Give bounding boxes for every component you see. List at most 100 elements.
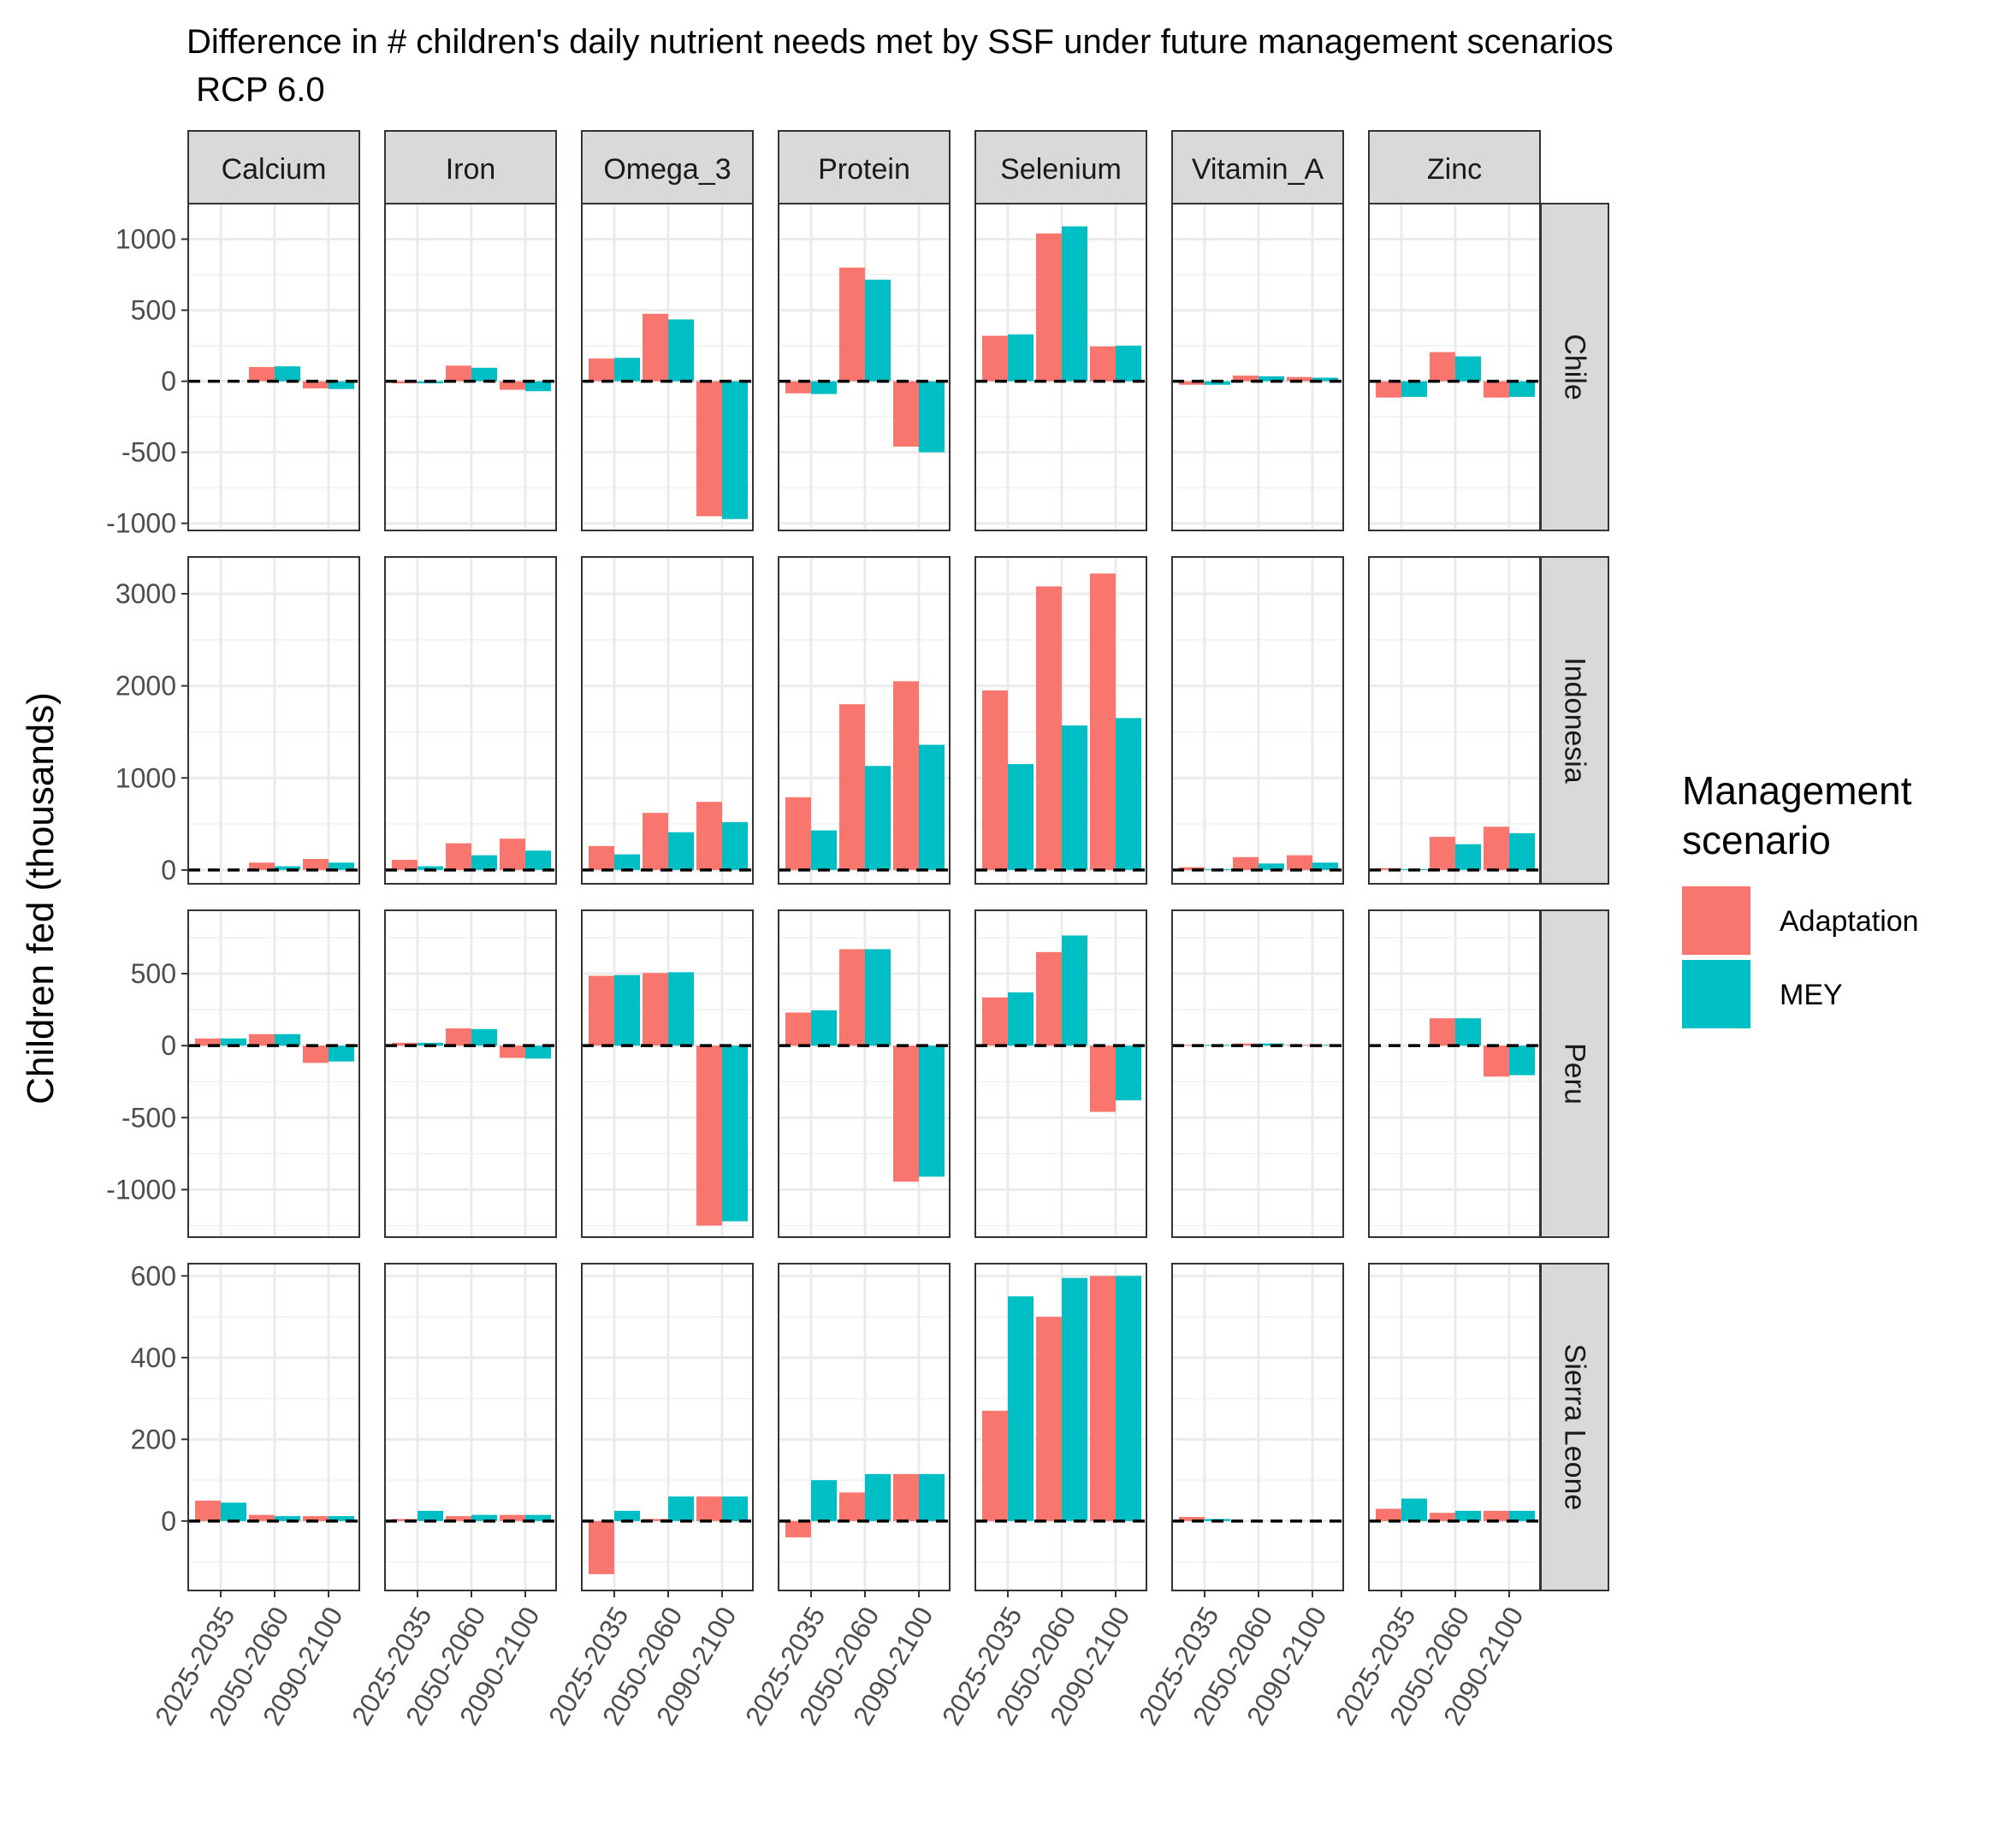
legend: Management scenario Adaptation MEY	[1682, 768, 1919, 1028]
y-tick-label: 500	[131, 958, 176, 989]
panel-chile-iron	[384, 203, 557, 531]
bar-mey	[1008, 764, 1034, 870]
bar-mey	[1062, 725, 1087, 870]
bar-adaptation	[1090, 1045, 1116, 1112]
bar-adaptation	[1233, 1043, 1259, 1046]
bar-mey	[275, 866, 300, 870]
panel-sierra-leone-vitamin-a	[1171, 1263, 1344, 1591]
bar-adaptation	[1287, 855, 1312, 870]
bar-mey	[329, 1516, 354, 1521]
bar-mey	[418, 1510, 443, 1521]
panel-border	[778, 203, 951, 531]
bar-mey	[668, 972, 694, 1046]
panel-indonesia-iron	[384, 556, 557, 885]
bar-mey	[668, 1496, 694, 1521]
panel-border	[1368, 203, 1541, 531]
panel-peru-iron	[384, 909, 557, 1238]
panel-peru-selenium	[974, 909, 1147, 1238]
bar-adaptation	[249, 862, 275, 870]
bar-adaptation	[893, 1045, 919, 1182]
panel-peru-omega-3	[581, 909, 754, 1238]
bar-adaptation	[500, 1045, 525, 1058]
bar-adaptation	[982, 1410, 1008, 1521]
bar-adaptation	[1036, 586, 1062, 870]
bar-adaptation	[1376, 381, 1401, 398]
bar-adaptation	[696, 1496, 722, 1521]
panel-peru-calcium	[187, 909, 360, 1238]
bar-adaptation	[785, 1012, 811, 1046]
bar-adaptation	[1036, 1317, 1062, 1521]
y-tick-label: 0	[161, 1506, 176, 1537]
bar-mey	[525, 850, 551, 870]
panel-chile-zinc	[1368, 203, 1541, 531]
bar-adaptation	[839, 267, 865, 382]
bar-adaptation	[249, 1514, 275, 1521]
bar-adaptation	[1179, 1517, 1205, 1521]
bar-mey	[811, 830, 837, 870]
strip-omega-3	[581, 130, 754, 204]
bar-adaptation	[589, 358, 614, 382]
panel-border	[384, 556, 557, 885]
bar-mey	[1259, 376, 1284, 382]
bar-adaptation	[1036, 233, 1062, 382]
bar-mey	[865, 949, 891, 1046]
legend-key-adaptation	[1682, 886, 1750, 955]
strip-label-iron: Iron	[446, 153, 496, 186]
strip-label-calcium: Calcium	[222, 153, 327, 186]
bar-adaptation	[643, 813, 668, 870]
bar-mey	[614, 854, 640, 870]
strip-label-sierra-leone: Sierra Leone	[1559, 1344, 1591, 1511]
panel-sierra-leone-calcium	[187, 1263, 360, 1591]
bar-mey	[1509, 832, 1535, 870]
bar-mey	[668, 832, 694, 870]
panel-indonesia-omega-3	[581, 556, 754, 885]
bar-adaptation	[839, 1492, 865, 1521]
bar-mey	[722, 1496, 748, 1521]
bar-adaptation	[1376, 1508, 1401, 1521]
bar-mey	[722, 821, 748, 870]
bar-adaptation	[446, 365, 471, 382]
bar-mey	[668, 319, 694, 382]
bar-mey	[1401, 381, 1427, 397]
bar-adaptation	[696, 1045, 722, 1226]
strip-vitamin-a	[1171, 130, 1344, 204]
bar-adaptation	[303, 858, 329, 870]
panel-border	[778, 556, 951, 885]
bar-adaptation	[696, 381, 722, 517]
bar-adaptation	[982, 690, 1008, 870]
bar-mey	[1116, 346, 1141, 382]
bar-mey	[329, 1045, 354, 1062]
strip-calcium	[187, 130, 360, 204]
panel-border	[1171, 556, 1344, 885]
bar-adaptation	[589, 1520, 614, 1574]
panel-chile-calcium	[187, 203, 360, 531]
bar-mey	[221, 1502, 246, 1521]
panel-sierra-leone-protein	[778, 1263, 951, 1591]
bar-adaptation	[1090, 1276, 1116, 1521]
bar-mey	[865, 766, 891, 870]
panel-sierra-leone-zinc	[1368, 1263, 1541, 1591]
strip-protein	[778, 130, 951, 204]
facet-panels: Calcium Iron Omega_3 Protein Selenium Vitamin…	[106, 130, 1609, 1731]
bar-mey	[865, 279, 891, 382]
panel-border	[581, 909, 754, 1238]
bar-adaptation	[195, 1500, 221, 1521]
panel-chile-omega-3	[581, 203, 754, 531]
chart-title-line2: RCP 6.0	[187, 71, 325, 109]
bar-mey	[275, 366, 300, 382]
panel-indonesia-calcium	[187, 556, 360, 885]
bar-mey	[525, 1045, 551, 1059]
y-axis-label: Children fed (thousands)	[20, 692, 62, 1105]
bar-adaptation	[643, 973, 668, 1046]
bar-adaptation	[1484, 381, 1509, 398]
bar-mey	[525, 381, 551, 392]
bar-mey	[1455, 356, 1481, 382]
bar-adaptation	[392, 860, 418, 870]
bar-adaptation	[1430, 837, 1455, 870]
bar-mey	[1509, 1510, 1535, 1521]
strip-iron	[384, 130, 557, 204]
panel-indonesia-vitamin-a	[1171, 556, 1344, 885]
bar-adaptation	[1287, 376, 1312, 382]
bar-adaptation	[500, 838, 525, 870]
bar-mey	[1509, 381, 1535, 397]
